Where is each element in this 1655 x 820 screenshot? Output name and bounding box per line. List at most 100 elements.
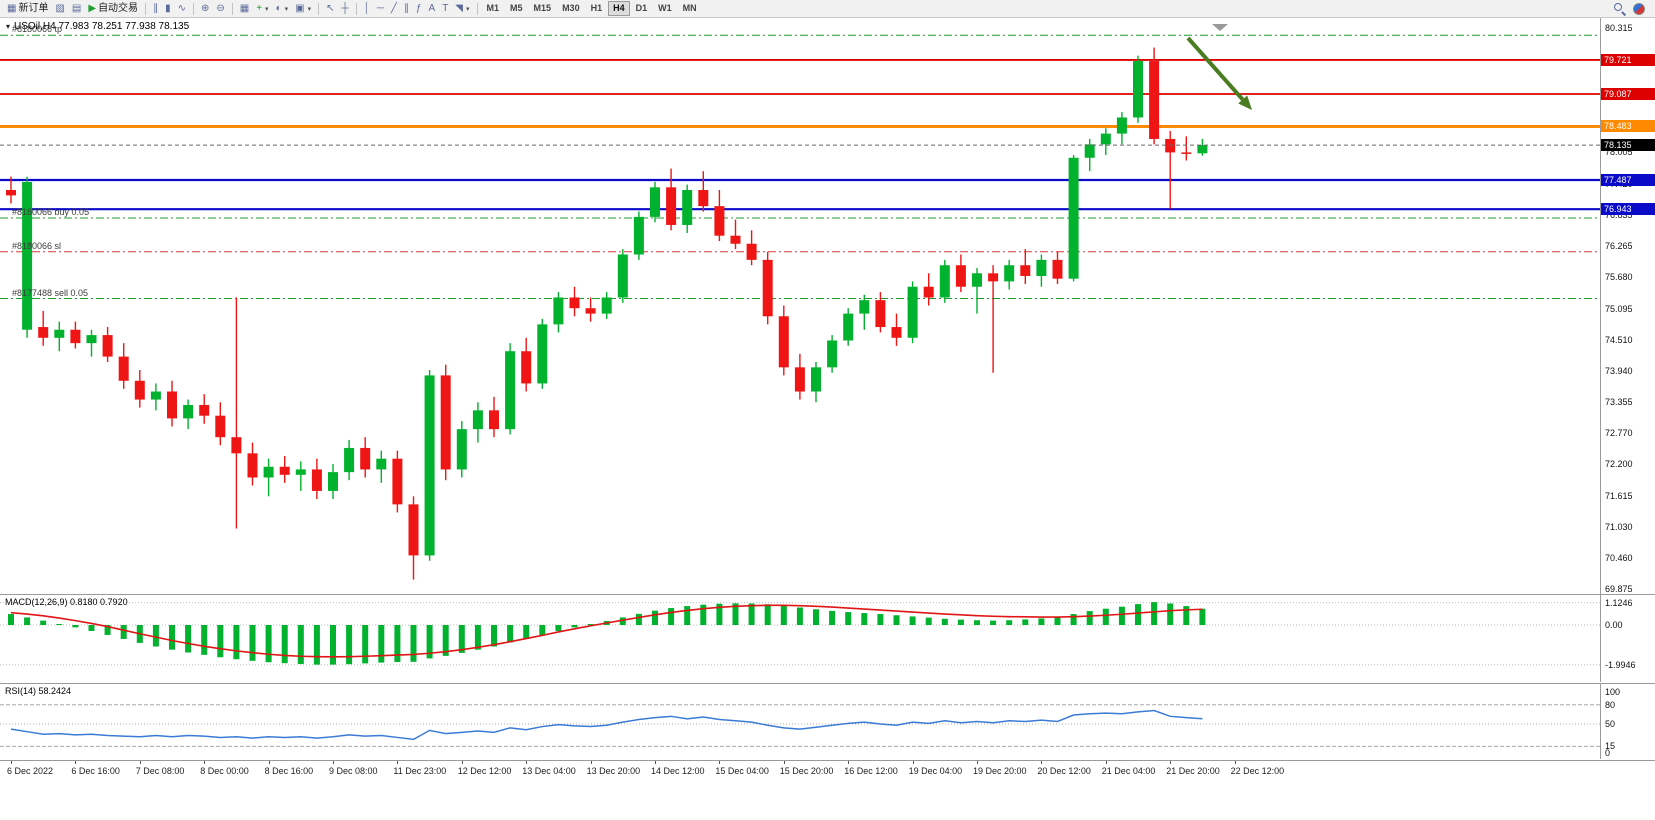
rsi-tick: 80 [1605,699,1616,710]
zoom-in-button[interactable]: ⊕ [198,1,212,16]
macd-label: MACD(12,26,9) 0.8180 0.7920 [5,597,128,607]
arrows-icon: ◥ [455,2,463,14]
macd-histogram-bar [1199,608,1206,625]
equidistant-channel-button[interactable]: ∥ [401,1,412,16]
templates-button[interactable]: ▣ ▾ [292,1,314,16]
auto-trading-button[interactable]: ▶ 自动交易 [85,1,141,16]
new-order-button[interactable]: ▦ 新订单 [4,1,51,16]
crosshair-button[interactable]: ┼ [338,1,351,16]
price-badge: 78.483 [1601,120,1655,133]
macd-histogram-bar [233,625,240,660]
timeframe-w1-button[interactable]: W1 [658,3,672,13]
macd-histogram-bar [829,610,836,625]
macd-axis[interactable]: 1.1246 0.00 -1.9946 [1600,595,1655,682]
fibonacci-button[interactable]: ƒ [413,1,425,16]
annotation-arrow-head[interactable] [1238,95,1252,110]
candle-body [811,367,821,392]
toolbar: ▦ 新订单 ▧ ▤ ▶ 自动交易 ∥ ▮ ∿ ⊕ ⊖ ▦ + ▾ ◐ ▾ ▣ ▾ ↖ ┼ │ ─ ╱ ∥ ƒ A T ◥ ▾ M1 M5 M1… [0,0,1655,18]
zoom-out-button[interactable]: ⊖ [213,1,227,16]
macd-histogram-bar [1102,608,1109,625]
timeframe-mn-button[interactable]: MN [682,3,697,13]
macd-histogram-bar [24,617,31,625]
timeframe-m1-button[interactable]: M1 [486,3,500,13]
candle-body [746,243,757,260]
rsi-label: RSI(14) 58.2424 [5,686,72,696]
candle-body [279,466,290,475]
indicators-button[interactable]: + ▾ [253,1,271,16]
community-icon[interactable] [1633,2,1645,15]
price-chart[interactable] [0,18,1600,594]
price-axis[interactable]: 80.31578.00577.42076.83576.26575.68075.0… [1600,18,1655,594]
search-icon[interactable] [1614,3,1625,14]
periods-button[interactable]: ◐ ▾ [273,1,292,16]
annotation-arrow-shaft[interactable] [1186,36,1245,101]
candle-body [650,187,660,217]
text-button[interactable]: A [426,1,439,16]
macd-chart[interactable] [0,595,1600,682]
macd-histogram-bar [169,625,175,650]
candle-body [376,458,387,470]
horizontal-line-button[interactable]: ─ [374,1,387,16]
timeframe-m5-button[interactable]: M5 [510,3,523,13]
line-view-button[interactable]: ∿ [175,1,189,16]
macd-histogram-bar [491,625,497,647]
cursor-button[interactable]: ↖ [323,1,337,16]
rsi-axis[interactable]: 100 80 50 15 0 [1600,684,1655,759]
macd-histogram-bar [72,625,79,628]
text-label-button[interactable]: T [439,1,451,16]
candle-body [22,181,33,330]
macd-histogram-bar [1006,620,1013,625]
candles-view-button[interactable]: ▮ [162,1,174,16]
timeframe-m30-button[interactable]: M30 [562,3,580,13]
time-axis[interactable]: 6 Dec 2022 6 Dec 16:00 7 Dec 08:00 8 Dec 00… [0,760,1655,780]
symbol-caret-icon[interactable]: ▾ [6,22,11,31]
price-tick: 76.265 [1605,240,1633,251]
macd-histogram-bar [1038,618,1045,625]
macd-histogram-bar [668,608,675,625]
new-chart-icon: ▤ [71,2,82,14]
candle-body [118,356,129,381]
rsi-chart[interactable] [0,684,1600,759]
candle-body [617,254,628,298]
time-label: 15 Dec 20:00 [779,766,834,776]
chart-windows-button[interactable]: ▧ [52,1,67,16]
timeframe-m15-button[interactable]: M15 [533,3,552,13]
macd-histogram-bar [652,610,658,625]
macd-histogram-bar [40,620,47,625]
macd-histogram-bar [507,625,514,643]
candle-body [472,410,483,430]
candle-body [456,429,467,470]
price-tick: 72.770 [1605,428,1633,439]
trendline-button[interactable]: ╱ [388,1,400,16]
macd-histogram-bar [893,615,900,625]
macd-histogram-bar [426,625,433,659]
bars-view-button[interactable]: ∥ [150,1,161,16]
auto-trading-label: 自动交易 [98,2,139,14]
arrows-button[interactable]: ◥ ▾ [452,1,472,16]
rsi-tick: 50 [1605,719,1616,729]
tile-windows-button[interactable]: ▦ [237,1,252,16]
time-label: 6 Dec 16:00 [71,766,120,776]
macd-histogram-bar [619,617,626,625]
new-chart-button[interactable]: ▤ [69,1,84,16]
toolbar-separator [355,2,357,15]
time-label: 8 Dec 00:00 [200,766,249,776]
candle-body [730,235,741,244]
symbol-ohlc-text: USOil,H4 77.983 78.251 77.938 78.135 [14,21,190,32]
new-order-icon: ▦ [7,2,17,14]
candle-body [86,335,97,344]
macd-histogram-bar [56,624,63,626]
macd-histogram-bar [1135,604,1141,625]
macd-histogram-bar [217,625,224,658]
timeframe-h4-button[interactable]: H4 [608,1,630,16]
candle-body [601,297,612,314]
time-tick [1041,761,1043,764]
timeframe-d1-button[interactable]: D1 [635,3,648,13]
indicators-icon: + [256,2,263,14]
vertical-line-button[interactable]: │ [361,1,373,16]
price-tick: 73.355 [1605,397,1633,407]
macd-histogram-bar [909,616,916,625]
price-tick: 74.510 [1605,334,1633,345]
timeframe-h1-button[interactable]: H1 [590,3,603,13]
chart-shift-marker-icon[interactable] [1212,24,1228,31]
